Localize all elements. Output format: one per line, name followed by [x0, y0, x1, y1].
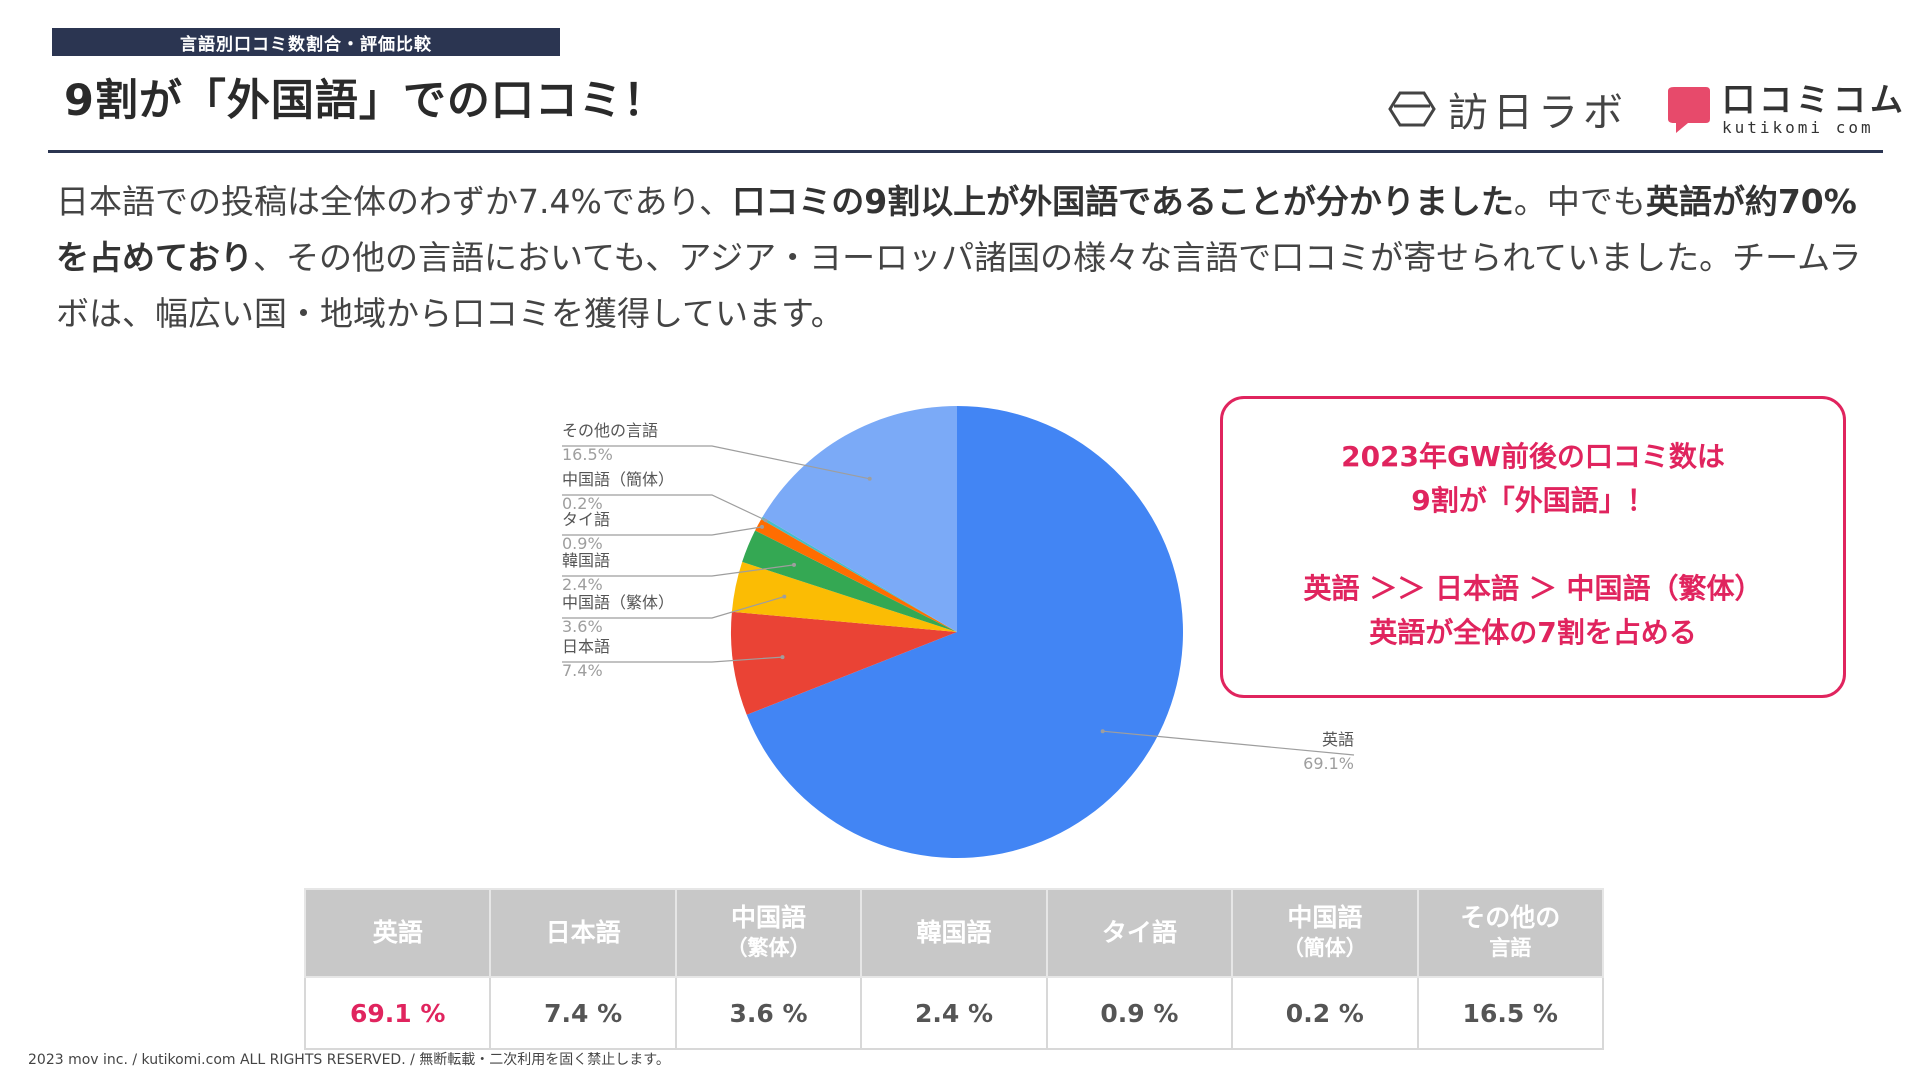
- speech-bubble-logo-icon: [1668, 86, 1710, 133]
- table-cell-japanese: 7.4 %: [489, 976, 677, 1050]
- logo-houniti-lab: 訪日ラボ: [1388, 80, 1628, 138]
- pie-leader-dot: [763, 518, 768, 523]
- pie-label-name: 英語: [1322, 730, 1354, 749]
- pie-slice: [755, 519, 957, 632]
- copyright-footer: 2023 mov inc. / kutikomi.com ALL RIGHTS …: [28, 1052, 670, 1068]
- pie-slice: [746, 406, 1183, 859]
- pie-label-value: 0.2%: [562, 494, 603, 513]
- pie-label-value: 2.4%: [562, 575, 603, 594]
- table-cell-other: 16.5 %: [1416, 976, 1605, 1050]
- pie-slice: [730, 611, 957, 715]
- pie-slice: [731, 561, 957, 632]
- table-header-english: 英語: [303, 888, 492, 978]
- logo-kutikomi-text: 口コミコム: [1722, 80, 1907, 119]
- table-header-thai: タイ語: [1045, 888, 1234, 978]
- pie-label-value: 69.1%: [1303, 754, 1354, 773]
- pie-label-value: 7.4%: [562, 661, 603, 680]
- callout-line-4: 英語が全体の7割を占める: [1369, 616, 1697, 649]
- summary-emphasis-1: 口コミの9割以上が外国語であることが分かりました: [732, 182, 1514, 221]
- pie-slice: [761, 516, 957, 632]
- pie-slice: [742, 530, 957, 632]
- pie-label-value: 0.9%: [562, 534, 603, 553]
- logo-lab-text: 訪日ラボ: [1448, 90, 1628, 136]
- table-cell-thai: 0.9 %: [1045, 976, 1234, 1050]
- callout-line-3: 英語 ＞＞ 日本語 ＞ 中国語（繁体）: [1303, 572, 1763, 605]
- header-sub: 言語: [1489, 936, 1532, 960]
- pie-leader-line: [562, 596, 785, 619]
- header-main: 中国語: [1287, 903, 1363, 932]
- header-sub: （繁体）: [726, 936, 811, 960]
- section-tag: 言語別口コミ数割合・評価比較: [52, 28, 560, 56]
- header-main: タイ語: [1101, 918, 1177, 947]
- share-table: 英語 日本語 中国語 （繁体） 韓国語 タイ語 中国語 （簡体） その他の言語 69…: [303, 888, 1605, 1050]
- header-main: 英語: [372, 918, 423, 947]
- title-divider: [48, 150, 1883, 153]
- pie-leader-line: [562, 526, 763, 536]
- callout-line-2: 9割が「外国語」！: [1411, 484, 1655, 517]
- header-sub: （簡体）: [1282, 936, 1367, 960]
- page-title: 9割が「外国語」での口コミ！: [64, 76, 667, 126]
- table-header-row: 英語 日本語 中国語 （繁体） 韓国語 タイ語 中国語 （簡体） その他の言語: [303, 888, 1605, 978]
- pie-label-name: 中国語（繁体）: [562, 593, 674, 612]
- table-header-korean: 韓国語: [860, 888, 1048, 978]
- pie-leader-dot: [1100, 729, 1105, 734]
- logo-kutikomi: 口コミコム kutikomi com: [1666, 82, 1907, 137]
- pie-leader-line: [1102, 730, 1355, 756]
- pie-label-name: タイ語: [562, 510, 610, 529]
- table-value-row: 69.1 % 7.4 % 3.6 % 2.4 % 0.9 % 0.2 % 16.…: [303, 976, 1605, 1050]
- pie-slice: [762, 406, 957, 632]
- pie-leader-line: [562, 494, 767, 521]
- pie-leader-dot: [867, 476, 872, 481]
- pie-label-value: 3.6%: [562, 617, 603, 636]
- table-cell-english: 69.1 %: [303, 976, 492, 1050]
- pie-leader-dot: [782, 594, 787, 599]
- table-header-chinese-simplified: 中国語 （簡体）: [1231, 888, 1419, 978]
- header-main: 日本語: [545, 918, 621, 947]
- header-main: 中国語: [731, 903, 807, 932]
- pie-leader-line: [562, 656, 783, 663]
- hexagon-logo-icon: [1388, 91, 1436, 127]
- pie-leader-dot: [792, 562, 796, 567]
- callout-line-1: 2023年GW前後の口コミ数は: [1341, 440, 1725, 473]
- header-main: 韓国語: [916, 918, 992, 947]
- table-cell-korean: 2.4 %: [860, 976, 1048, 1050]
- table-header-japanese: 日本語: [489, 888, 677, 978]
- pie-label-name: 日本語: [562, 637, 610, 656]
- pie-label-name: 中国語（簡体）: [562, 470, 674, 489]
- table-header-chinese-traditional: 中国語 （繁体）: [674, 888, 863, 978]
- pie-leader-line: [562, 445, 870, 480]
- pie-leader-line: [562, 564, 795, 577]
- table-cell-chinese-traditional: 3.6 %: [674, 976, 863, 1050]
- pie-label-name: 韓国語: [562, 551, 610, 570]
- pie-leader-dot: [760, 524, 764, 529]
- summary-emphasis-2: 英語が約70%を占めており: [56, 182, 1857, 277]
- summary-text: 日本語での投稿は全体のわずか7.4%であり、口コミの9割以上が外国語であることが…: [56, 174, 1876, 342]
- logo-kutikomi-sub: kutikomi com: [1722, 118, 1874, 137]
- header-main: その他の: [1460, 903, 1561, 932]
- summary-part-3: 。中でも: [1513, 182, 1646, 221]
- callout-box: 2023年GW前後の口コミ数は 9割が「外国語」！ 英語 ＞＞ 日本語 ＞ 中国…: [1220, 396, 1846, 698]
- pie-leader-dot: [780, 655, 785, 660]
- pie-label-value: 16.5%: [562, 445, 613, 464]
- summary-part-5: 、その他の言語においても、アジア・ヨーロッパ諸国の様々な言語で口コミが寄せられて…: [56, 238, 1862, 333]
- pie-label-name: その他の言語: [562, 421, 658, 440]
- table-cell-chinese-simplified: 0.2 %: [1231, 976, 1419, 1050]
- table-header-other: その他の 言語: [1416, 888, 1605, 978]
- summary-part-1: 日本語での投稿は全体のわずか7.4%であり、: [56, 182, 733, 221]
